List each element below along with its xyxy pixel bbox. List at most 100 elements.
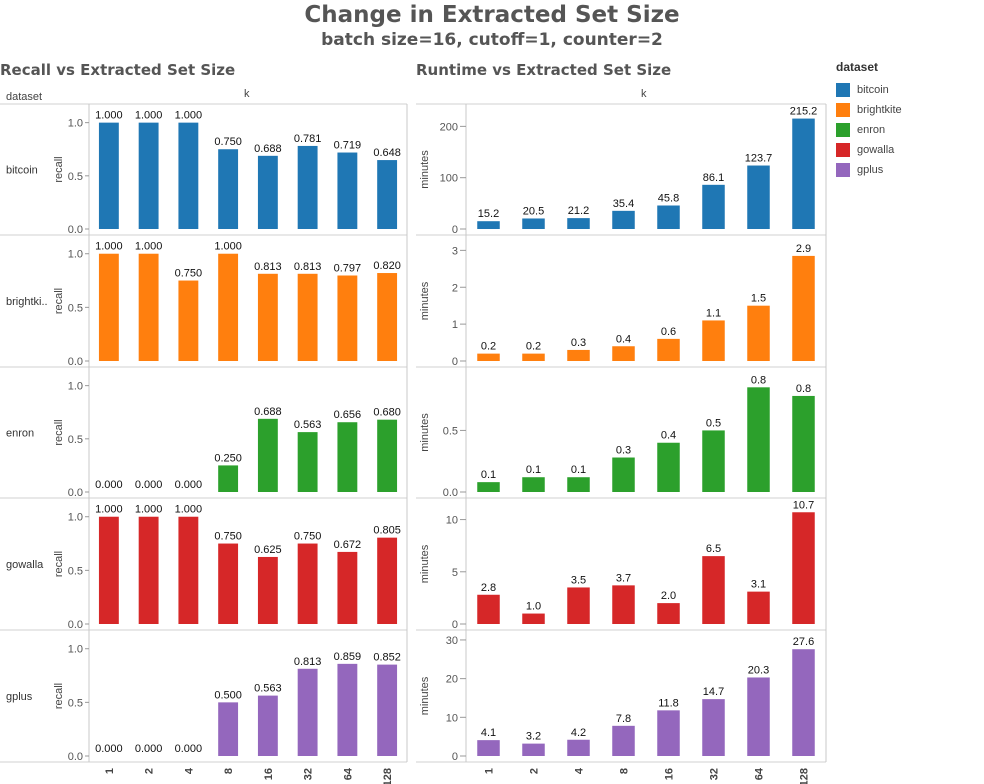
data-label: 1.1 — [706, 307, 721, 319]
y-tick-label: 5 — [452, 567, 458, 579]
bar-gplus-128 — [792, 649, 815, 756]
bar-brightkite-4 — [178, 280, 199, 361]
y-tick-label: 0.5 — [68, 302, 83, 314]
data-label: 1.000 — [175, 504, 203, 516]
y-tick-label: 100 — [440, 173, 458, 185]
bar-gplus-16 — [257, 695, 278, 756]
legend-item-bitcoin[interactable]: bitcoin — [836, 80, 902, 100]
data-label: 1.000 — [135, 504, 163, 516]
data-label: 0.680 — [373, 407, 401, 419]
data-label: 0.820 — [373, 260, 401, 272]
x-tick-label: 1 — [104, 768, 116, 774]
runtime-x-header: k — [641, 88, 647, 100]
bar-brightkite-32 — [297, 273, 318, 361]
data-label: 0.805 — [373, 525, 401, 537]
legend-item-gowalla[interactable]: gowalla — [836, 140, 902, 160]
legend-swatch — [836, 83, 850, 97]
bar-bitcoin-16 — [657, 205, 680, 229]
y-tick-label: 10 — [446, 515, 458, 527]
row-header-label: dataset — [6, 91, 43, 103]
bar-brightkite-64 — [337, 275, 358, 361]
data-label: 45.8 — [658, 192, 679, 204]
x-tick-label: 8 — [223, 768, 235, 774]
bar-brightkite-32 — [702, 320, 725, 361]
bar-brightkite-16 — [257, 273, 278, 361]
bar-gplus-32 — [702, 699, 725, 756]
x-tick-label: 16 — [664, 768, 676, 780]
bar-brightkite-128 — [792, 255, 815, 361]
legend-item-brightkite[interactable]: brightkite — [836, 100, 902, 120]
y-axis-title: minutes — [419, 676, 431, 715]
data-label: 0.813 — [294, 656, 322, 668]
data-label: 20.5 — [523, 205, 544, 217]
y-axis-title: recall — [53, 288, 65, 314]
bar-gowalla-16 — [257, 556, 278, 624]
bar-gowalla-1 — [98, 516, 119, 624]
x-tick-label: 64 — [342, 767, 354, 780]
bar-enron-16 — [657, 442, 680, 492]
bar-bitcoin-4 — [567, 218, 590, 229]
legend-label: enron — [857, 124, 886, 136]
row-label: gplus — [6, 691, 33, 703]
data-label: 1.000 — [135, 241, 163, 253]
y-tick-label: 0.0 — [68, 619, 83, 631]
data-label: 0.000 — [135, 743, 163, 755]
bar-enron-8 — [218, 465, 239, 492]
data-label: 2.0 — [661, 590, 676, 602]
bar-gowalla-8 — [612, 585, 635, 624]
legend-item-gplus[interactable]: gplus — [836, 160, 902, 180]
data-label: 0.750 — [294, 531, 322, 543]
data-label: 0.750 — [214, 531, 242, 543]
data-label: 7.8 — [616, 713, 631, 725]
bar-enron-4 — [567, 477, 590, 492]
bar-gowalla-2 — [138, 516, 159, 624]
data-label: 1.000 — [95, 241, 123, 253]
y-axis-title: minutes — [419, 413, 431, 452]
y-tick-label: 3 — [452, 245, 458, 257]
data-label: 0.8 — [751, 374, 766, 386]
data-label: 0.859 — [334, 651, 362, 663]
bar-gplus-128 — [377, 664, 398, 756]
bar-gowalla-32 — [702, 556, 725, 624]
data-label: 215.2 — [790, 106, 818, 118]
bar-gowalla-2 — [522, 613, 545, 624]
data-label: 3.1 — [751, 579, 766, 591]
data-label: 0.656 — [334, 409, 362, 421]
data-label: 0.750 — [175, 268, 203, 280]
data-label: 0.813 — [294, 261, 322, 273]
x-tick-label: 32 — [303, 768, 315, 780]
bar-brightkite-2 — [138, 253, 159, 361]
row-label: bitcoin — [6, 165, 38, 177]
row-label: enron — [6, 428, 34, 440]
legend-item-enron[interactable]: enron — [836, 120, 902, 140]
y-tick-label: 10 — [446, 712, 458, 724]
data-label: 4.2 — [571, 727, 586, 739]
y-tick-label: 30 — [446, 635, 458, 647]
bar-gowalla-4 — [567, 587, 590, 624]
data-label: 0.500 — [214, 689, 242, 701]
bar-enron-64 — [747, 387, 770, 492]
y-axis-title: minutes — [419, 150, 431, 189]
data-label: 0.4 — [616, 333, 631, 345]
data-label: 3.5 — [571, 574, 586, 586]
legend-swatch — [836, 103, 850, 117]
x-tick-label: 2 — [144, 768, 156, 774]
data-label: 3.2 — [526, 731, 541, 743]
bar-bitcoin-32 — [702, 184, 725, 229]
bar-enron-128 — [792, 395, 815, 492]
data-label: 14.7 — [703, 686, 724, 698]
x-tick-label: 16 — [263, 768, 275, 780]
data-label: 0.625 — [254, 544, 282, 556]
bar-enron-32 — [702, 430, 725, 492]
y-tick-label: 20 — [446, 674, 458, 686]
data-label: 1.000 — [175, 110, 203, 122]
data-label: 0.813 — [254, 261, 282, 273]
data-label: 3.7 — [616, 572, 631, 584]
data-label: 1.000 — [214, 241, 242, 253]
row-label: brightki.. — [6, 296, 48, 308]
bar-gowalla-1 — [477, 594, 500, 624]
y-tick-label: 0 — [452, 356, 458, 368]
data-label: 0.3 — [616, 445, 631, 457]
data-label: 6.5 — [706, 543, 721, 555]
